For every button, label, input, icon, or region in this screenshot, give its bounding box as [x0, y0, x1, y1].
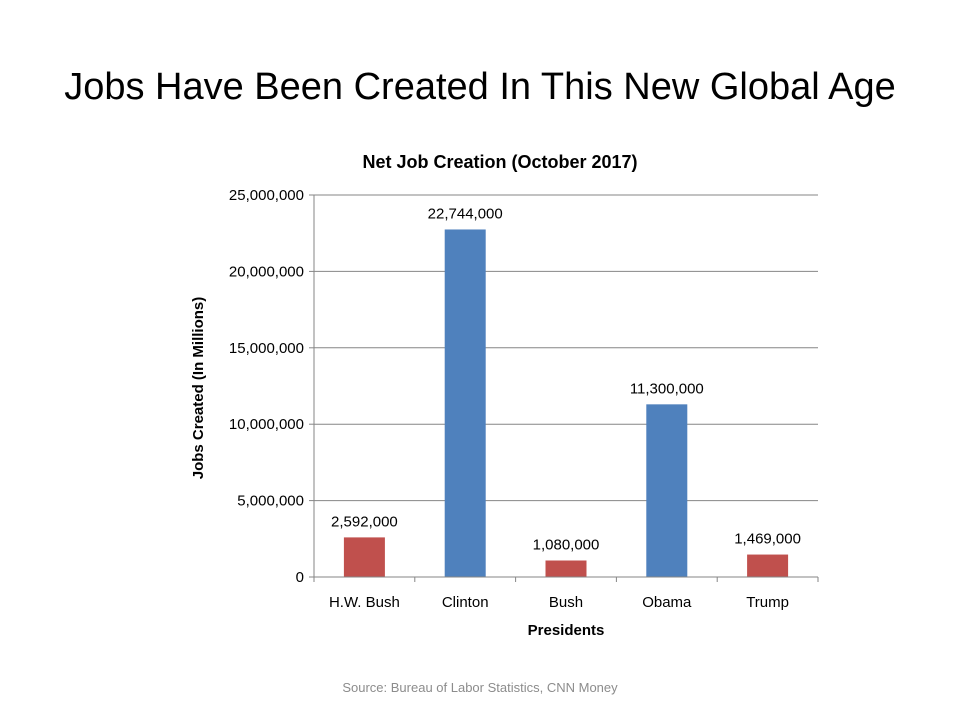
y-tick-labels: 0 5,000,000 10,000,000 15,000,000 20,000,000…	[229, 187, 304, 586]
x-tick-label: H.W. Bush	[329, 594, 400, 611]
x-tick-label: Clinton	[442, 594, 489, 611]
x-tick-label: Trump	[746, 594, 789, 611]
data-label: 1,469,000	[734, 531, 801, 548]
data-label: 11,300,000	[630, 380, 704, 397]
y-axis-label: Jobs Created (In Millions)	[190, 297, 207, 480]
axes	[313, 195, 818, 578]
data-label: 1,080,000	[533, 536, 600, 553]
bar	[343, 537, 385, 577]
y-tick-label: 15,000,000	[229, 340, 304, 357]
data-labels: 2,592,000 22,744,000 1,080,000 11,300,000 1,…	[331, 205, 801, 553]
y-tick-label: 5,000,000	[237, 493, 304, 510]
x-tick-label: Obama	[642, 594, 692, 611]
x-tick-label: Bush	[549, 594, 583, 611]
y-tick-label: 10,000,000	[229, 416, 304, 433]
slide-title: Jobs Have Been Created In This New Globa…	[64, 66, 896, 108]
data-label: 22,744,000	[428, 205, 503, 222]
bar	[747, 554, 789, 577]
source-note: Source: Bureau of Labor Statistics, CNN …	[342, 680, 618, 695]
data-label: 2,592,000	[331, 513, 398, 530]
x-axis-label: Presidents	[528, 622, 605, 639]
y-tick-label: 20,000,000	[229, 263, 304, 280]
bar	[646, 404, 688, 577]
y-tick-label: 0	[296, 569, 304, 586]
bars	[343, 229, 789, 577]
gridlines	[309, 194, 819, 582]
bar	[444, 229, 486, 577]
chart-title: Net Job Creation (October 2017)	[362, 152, 637, 172]
x-tick-labels: H.W. Bush Clinton Bush Obama Trump	[329, 594, 789, 611]
y-tick-label: 25,000,000	[229, 187, 304, 204]
bar	[545, 560, 587, 577]
